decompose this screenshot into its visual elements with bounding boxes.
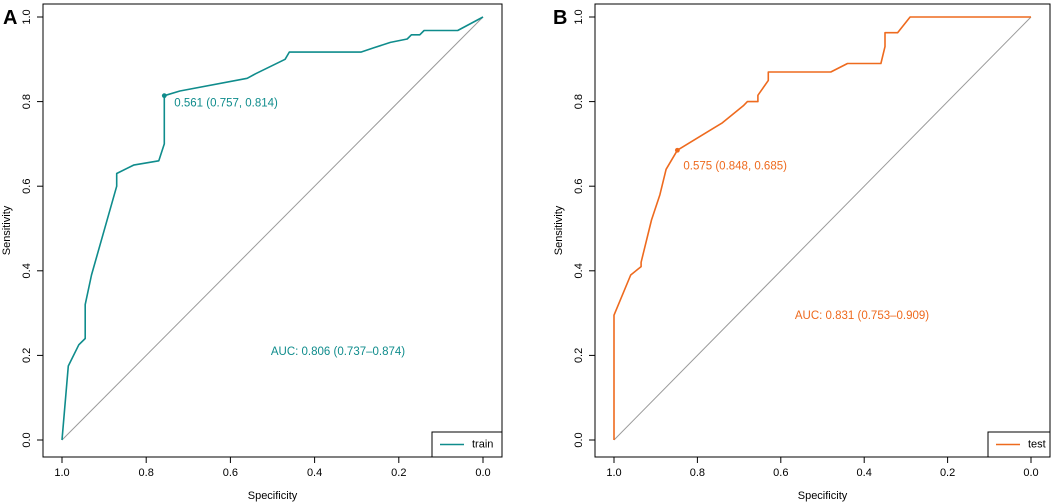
- y-tick-label: 0.8: [573, 94, 585, 109]
- legend: train: [431, 431, 503, 458]
- threshold-point: [674, 147, 680, 153]
- roc-curve-test: [613, 16, 1031, 440]
- y-tick-label: 0.4: [21, 263, 33, 278]
- threshold-label: 0.561 (0.757, 0.814): [174, 98, 278, 110]
- panel-label: A: [3, 7, 17, 29]
- y-tick-label: 0.0: [21, 432, 33, 447]
- threshold-point: [161, 93, 167, 99]
- auc-label: AUC: 0.806 (0.737–0.874): [271, 346, 405, 358]
- y-axis: 0.0 0.2 0.4 0.6 0.8 1.0 Sensitivity: [1, 9, 43, 448]
- reference-diagonal: [61, 16, 484, 441]
- x-axis-title: Specificity: [248, 490, 298, 502]
- y-axis-title: Sensitivity: [553, 205, 565, 255]
- legend: test: [987, 431, 1051, 458]
- y-tick-label: 1.0: [21, 9, 33, 24]
- legend-label: test: [1028, 438, 1046, 450]
- x-axis: 1.0 0.8 0.6 0.4 0.2 0.0 Specificity: [606, 456, 1039, 502]
- x-tick-label: 0.4: [307, 467, 322, 479]
- y-tick-label: 0.4: [573, 263, 585, 278]
- y-tick-label: 0.2: [21, 348, 33, 363]
- panel-b: B1.0 0.8 0.6 0.4 0.2 0.0Specificity0.00.20.40…: [553, 3, 1051, 502]
- x-tick-label: 0.0: [1023, 467, 1038, 479]
- y-tick-label: 0.6: [573, 179, 585, 194]
- x-tick-label: 0.2: [940, 467, 955, 479]
- x-axis: 1.0 0.8 0.6 0.4 0.2 0.0 Specificity: [54, 456, 491, 502]
- threshold-label: 0.575 (0.848, 0.685): [683, 160, 787, 172]
- y-tick-label: 0.6: [21, 179, 33, 194]
- x-tick-label: 0.8: [690, 467, 705, 479]
- y-tick-label: 0.0: [573, 432, 585, 447]
- x-tick-label: 0.8: [139, 467, 154, 479]
- x-tick-label: 1.0: [606, 467, 621, 479]
- reference-diagonal: [613, 16, 1032, 441]
- panel-a: A1.0 0.8 0.6 0.4 0.2 0.0Specificity0.00.20.40…: [1, 3, 503, 502]
- x-tick-label: 0.2: [391, 467, 406, 479]
- x-tick-label: 0.6: [223, 467, 238, 479]
- panel-label: B: [553, 7, 567, 29]
- x-tick-label: 0.6: [773, 467, 788, 479]
- x-tick-label: 0.4: [857, 467, 872, 479]
- y-tick-label: 0.2: [573, 348, 585, 363]
- x-axis-title: Specificity: [798, 490, 848, 502]
- y-axis-title: Sensitivity: [1, 205, 13, 255]
- y-axis: 0.0 0.2 0.4 0.6 0.8 1.0 Sensitivity: [553, 9, 595, 448]
- y-tick-label: 0.8: [21, 94, 33, 109]
- roc-curve-train: [61, 16, 484, 441]
- x-tick-label: 1.0: [54, 467, 69, 479]
- legend-label: train: [472, 438, 493, 450]
- auc-label: AUC: 0.831 (0.753–0.909): [795, 310, 929, 322]
- plot-frame: [42, 3, 503, 458]
- x-tick-label: 0.0: [475, 467, 490, 479]
- y-tick-label: 1.0: [573, 9, 585, 24]
